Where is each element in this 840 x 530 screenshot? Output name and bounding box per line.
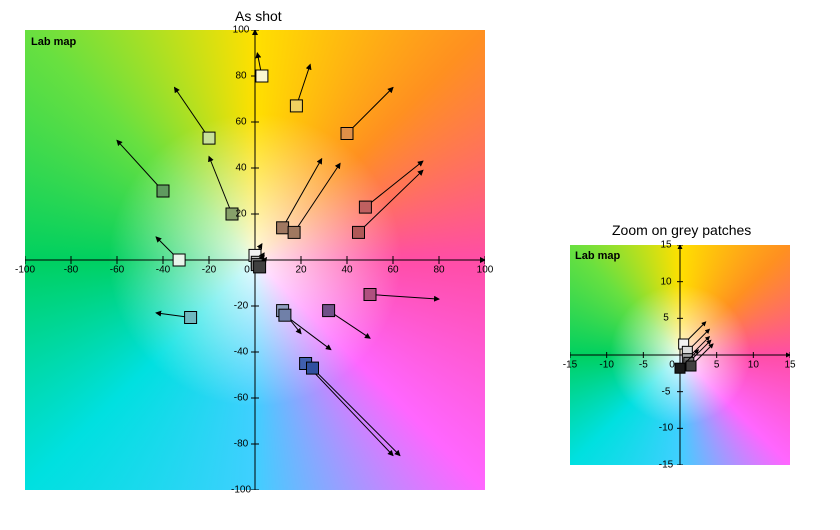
ytick-label: 5 (663, 313, 669, 324)
xtick-label: 5 (714, 360, 720, 371)
ytick-label: 40 (235, 163, 246, 174)
xtick-label: 100 (477, 265, 494, 276)
xtick-label: 60 (387, 265, 398, 276)
plot-overlay (570, 245, 790, 465)
xtick-label: 10 (748, 360, 759, 371)
ytick-label: -100 (231, 485, 251, 496)
plot-title: As shot (235, 8, 282, 24)
plot-overlay (25, 30, 485, 490)
color-patch (341, 128, 353, 140)
ytick-label: -80 (234, 439, 248, 450)
xtick-label: -5 (639, 360, 648, 371)
ytick-label: -60 (234, 393, 248, 404)
xtick-label: 15 (784, 360, 795, 371)
color-patch (157, 185, 169, 197)
xtick-label: 80 (433, 265, 444, 276)
plot-zoom: Lab map-15-10-551015-15-10-5510150 (570, 245, 790, 465)
ytick-label: -10 (659, 423, 673, 434)
ytick-label: 15 (660, 240, 671, 251)
color-patch (675, 363, 685, 373)
origin-label: 0 (669, 360, 675, 371)
ytick-label: 10 (660, 276, 671, 287)
color-patch (353, 226, 365, 238)
color-patch (256, 70, 268, 82)
color-patch (288, 226, 300, 238)
origin-label: 0 (244, 265, 250, 276)
ytick-label: -20 (234, 301, 248, 312)
xtick-label: 40 (341, 265, 352, 276)
color-patch (686, 361, 696, 371)
color-patch (323, 305, 335, 317)
color-patch (203, 132, 215, 144)
ytick-label: 60 (235, 117, 246, 128)
color-patch (173, 254, 185, 266)
xtick-label: -40 (156, 265, 170, 276)
xtick-label: -20 (202, 265, 216, 276)
color-patch (290, 100, 302, 112)
color-patch (364, 289, 376, 301)
xtick-label: 20 (295, 265, 306, 276)
ytick-label: 20 (235, 209, 246, 220)
color-patch (359, 201, 371, 213)
ytick-label: -5 (662, 386, 671, 397)
xtick-label: -100 (15, 265, 35, 276)
plot-title: Zoom on grey patches (612, 222, 751, 238)
ytick-label: 80 (235, 71, 246, 82)
xtick-label: -60 (110, 265, 124, 276)
color-patch (254, 261, 266, 273)
xtick-label: -15 (563, 360, 577, 371)
ytick-label: -40 (234, 347, 248, 358)
xtick-label: -80 (64, 265, 78, 276)
ytick-label: -15 (659, 460, 673, 471)
ytick-label: 100 (233, 25, 250, 36)
xtick-label: -10 (599, 360, 613, 371)
plot-main: Lab map-100-80-60-40-2020406080100-100-8… (25, 30, 485, 490)
color-patch (307, 362, 319, 374)
color-patch (279, 309, 291, 321)
color-patch (277, 222, 289, 234)
color-patch (185, 312, 197, 324)
